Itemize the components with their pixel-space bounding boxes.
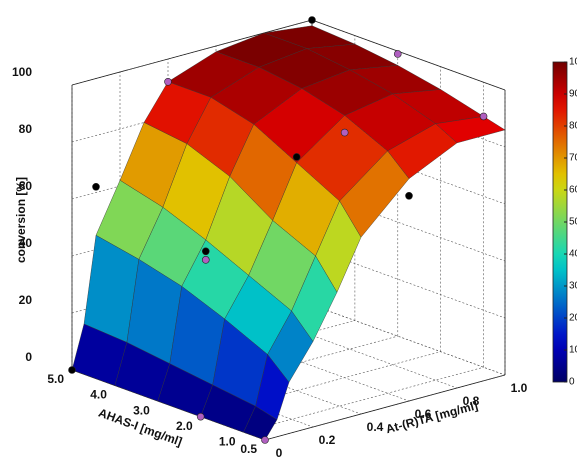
data-point xyxy=(92,183,100,191)
y-tick-label: 0.6 xyxy=(415,407,432,421)
colorbar-tick-label: 90 xyxy=(569,89,577,100)
z-tick-label: 20 xyxy=(19,293,33,307)
axis-line xyxy=(311,19,506,91)
colorbar-tick-label: 10 xyxy=(569,345,577,356)
grid-line xyxy=(243,366,484,433)
x-tick-label: 0.5 xyxy=(240,442,257,456)
colorbar-tick-label: 50 xyxy=(569,217,577,228)
z-tick-label: 0 xyxy=(25,350,32,364)
x-tick-label: 4.0 xyxy=(90,388,107,402)
y-tick-label: 0.2 xyxy=(319,433,336,447)
data-point xyxy=(479,112,488,121)
colorbar-tick-label: 60 xyxy=(569,185,577,196)
data-point xyxy=(261,436,269,444)
data-point xyxy=(393,50,402,58)
data-point xyxy=(164,78,172,86)
colorbar-tick-label: 0 xyxy=(569,377,575,388)
data-point xyxy=(340,128,349,137)
z-axis-label: conversion [%] xyxy=(14,177,28,263)
data-point xyxy=(308,16,316,24)
data-point xyxy=(68,366,76,374)
surface-patch xyxy=(243,405,278,441)
colorbar-tick-label: 80 xyxy=(569,121,577,132)
y-tick-label: 0 xyxy=(276,446,283,460)
data-point xyxy=(201,256,210,264)
z-tick-label: 80 xyxy=(19,122,33,136)
grid-line xyxy=(311,304,506,376)
z-tick-label: 100 xyxy=(12,65,32,79)
y-tick-label: 0.4 xyxy=(367,420,384,434)
data-point xyxy=(201,247,210,256)
x-tick-label: 1.0 xyxy=(219,434,236,448)
grid-line xyxy=(311,304,506,376)
axis-line xyxy=(264,374,506,441)
x-tick-label: 3.0 xyxy=(133,403,150,417)
colorbar-tick-label: 100 xyxy=(569,57,577,68)
colorbar-tick-label: 40 xyxy=(569,249,577,260)
y-tick-label: 0.8 xyxy=(463,394,480,408)
x-tick-label: 5.0 xyxy=(47,372,64,386)
data-point xyxy=(196,412,205,421)
colorbar-tick-label: 20 xyxy=(569,313,577,324)
y-tick-label: 1.0 xyxy=(511,381,528,395)
x-tick-label: 2.0 xyxy=(176,419,193,433)
data-point xyxy=(292,153,301,161)
z-tick-label: 40 xyxy=(19,236,33,250)
colorbar-tick-label: 70 xyxy=(569,153,577,164)
z-tick-label: 60 xyxy=(19,179,33,193)
axis-line xyxy=(71,19,313,86)
data-point xyxy=(405,192,413,200)
colorbar-tick-label: 30 xyxy=(569,281,577,292)
